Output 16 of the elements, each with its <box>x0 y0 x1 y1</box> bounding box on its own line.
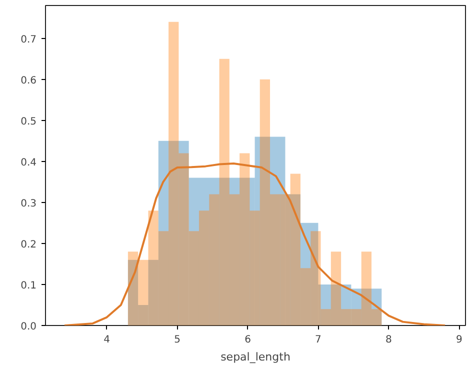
x-tick-label: 7 <box>315 334 322 346</box>
y-tick-label: 0.3 <box>20 198 37 210</box>
x-tick-label: 9 <box>456 334 462 346</box>
x-tick-label: 6 <box>244 334 251 346</box>
y-tick-label: 0.7 <box>20 34 37 46</box>
x-tick-label: 4 <box>104 334 110 346</box>
x-tick-label: 8 <box>386 334 392 346</box>
y-tick-label: 0.0 <box>20 322 37 332</box>
x-tick-label: 5 <box>174 334 180 346</box>
y-tick-label: 0.5 <box>20 116 37 128</box>
x-axis-title: sepal_length <box>220 350 290 364</box>
line-series <box>64 162 446 326</box>
y-tick-label: 0.1 <box>20 280 37 292</box>
y-tick-label: 0.6 <box>20 75 37 86</box>
y-tick-label: 0.4 <box>20 157 37 168</box>
y-tick-label: 0.2 <box>20 239 37 250</box>
